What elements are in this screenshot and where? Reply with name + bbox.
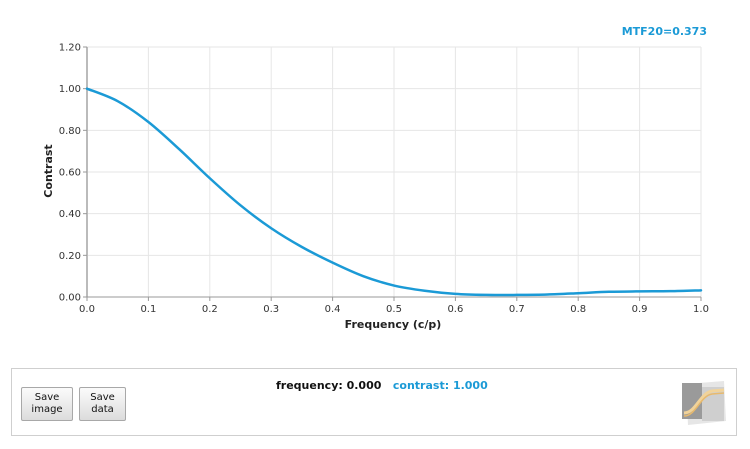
x-tick-label: 1.0 [693,304,709,315]
cursor-readout: frequency: 0.000 contrast: 1.000 [276,379,488,392]
frequency-readout: frequency: 0.000 [276,379,382,392]
x-tick-label: 0.1 [140,304,156,315]
mtf-chart: 0.0 0.1 0.2 0.3 0.4 0.5 0.6 0.7 0.8 0.9 1.0 0.000.… [42,25,709,331]
y-tick-label: 0.60 [59,168,81,179]
x-tick-label: 0.3 [263,304,279,315]
y-axis-ticks: 0.00 0.20 0.40 0.60 0.80 1.00 1.20 [59,43,87,304]
x-axis-title: Frequency (c/p) [345,318,442,331]
x-tick-label: 0.6 [447,304,463,315]
x-tick-label: 0.4 [325,304,341,315]
chart-grid [87,46,702,297]
y-axis-title: Contrast [42,144,55,197]
y-tick-label: 0.80 [59,126,81,137]
control-panel: Save image Save data frequency: 0.000 co… [11,368,737,436]
x-tick-label: 0.2 [202,304,218,315]
x-tick-label: 0.9 [632,304,648,315]
mtf-series-line-0 [85,87,703,297]
chart-series [85,87,703,297]
y-tick-label: 0.20 [59,251,81,262]
mtf-logo-icon [682,381,726,425]
y-tick-label: 1.20 [59,43,81,54]
x-axis-ticks: 0.0 0.1 0.2 0.3 0.4 0.5 0.6 0.7 0.8 0.9 1.0 [79,297,709,315]
contrast-readout: contrast: 1.000 [392,379,488,392]
x-tick-label: 0.0 [79,304,95,315]
mtf20-annotation: MTF20=0.373 [622,25,707,38]
y-tick-label: 1.00 [59,84,81,95]
x-tick-label: 0.8 [570,304,586,315]
x-tick-label: 0.7 [509,304,525,315]
y-tick-label: 0.40 [59,209,81,220]
save-data-button[interactable]: Save data [79,387,126,421]
y-tick-label: 0.00 [59,293,81,304]
save-image-button[interactable]: Save image [21,387,73,421]
x-tick-label: 0.5 [386,304,402,315]
